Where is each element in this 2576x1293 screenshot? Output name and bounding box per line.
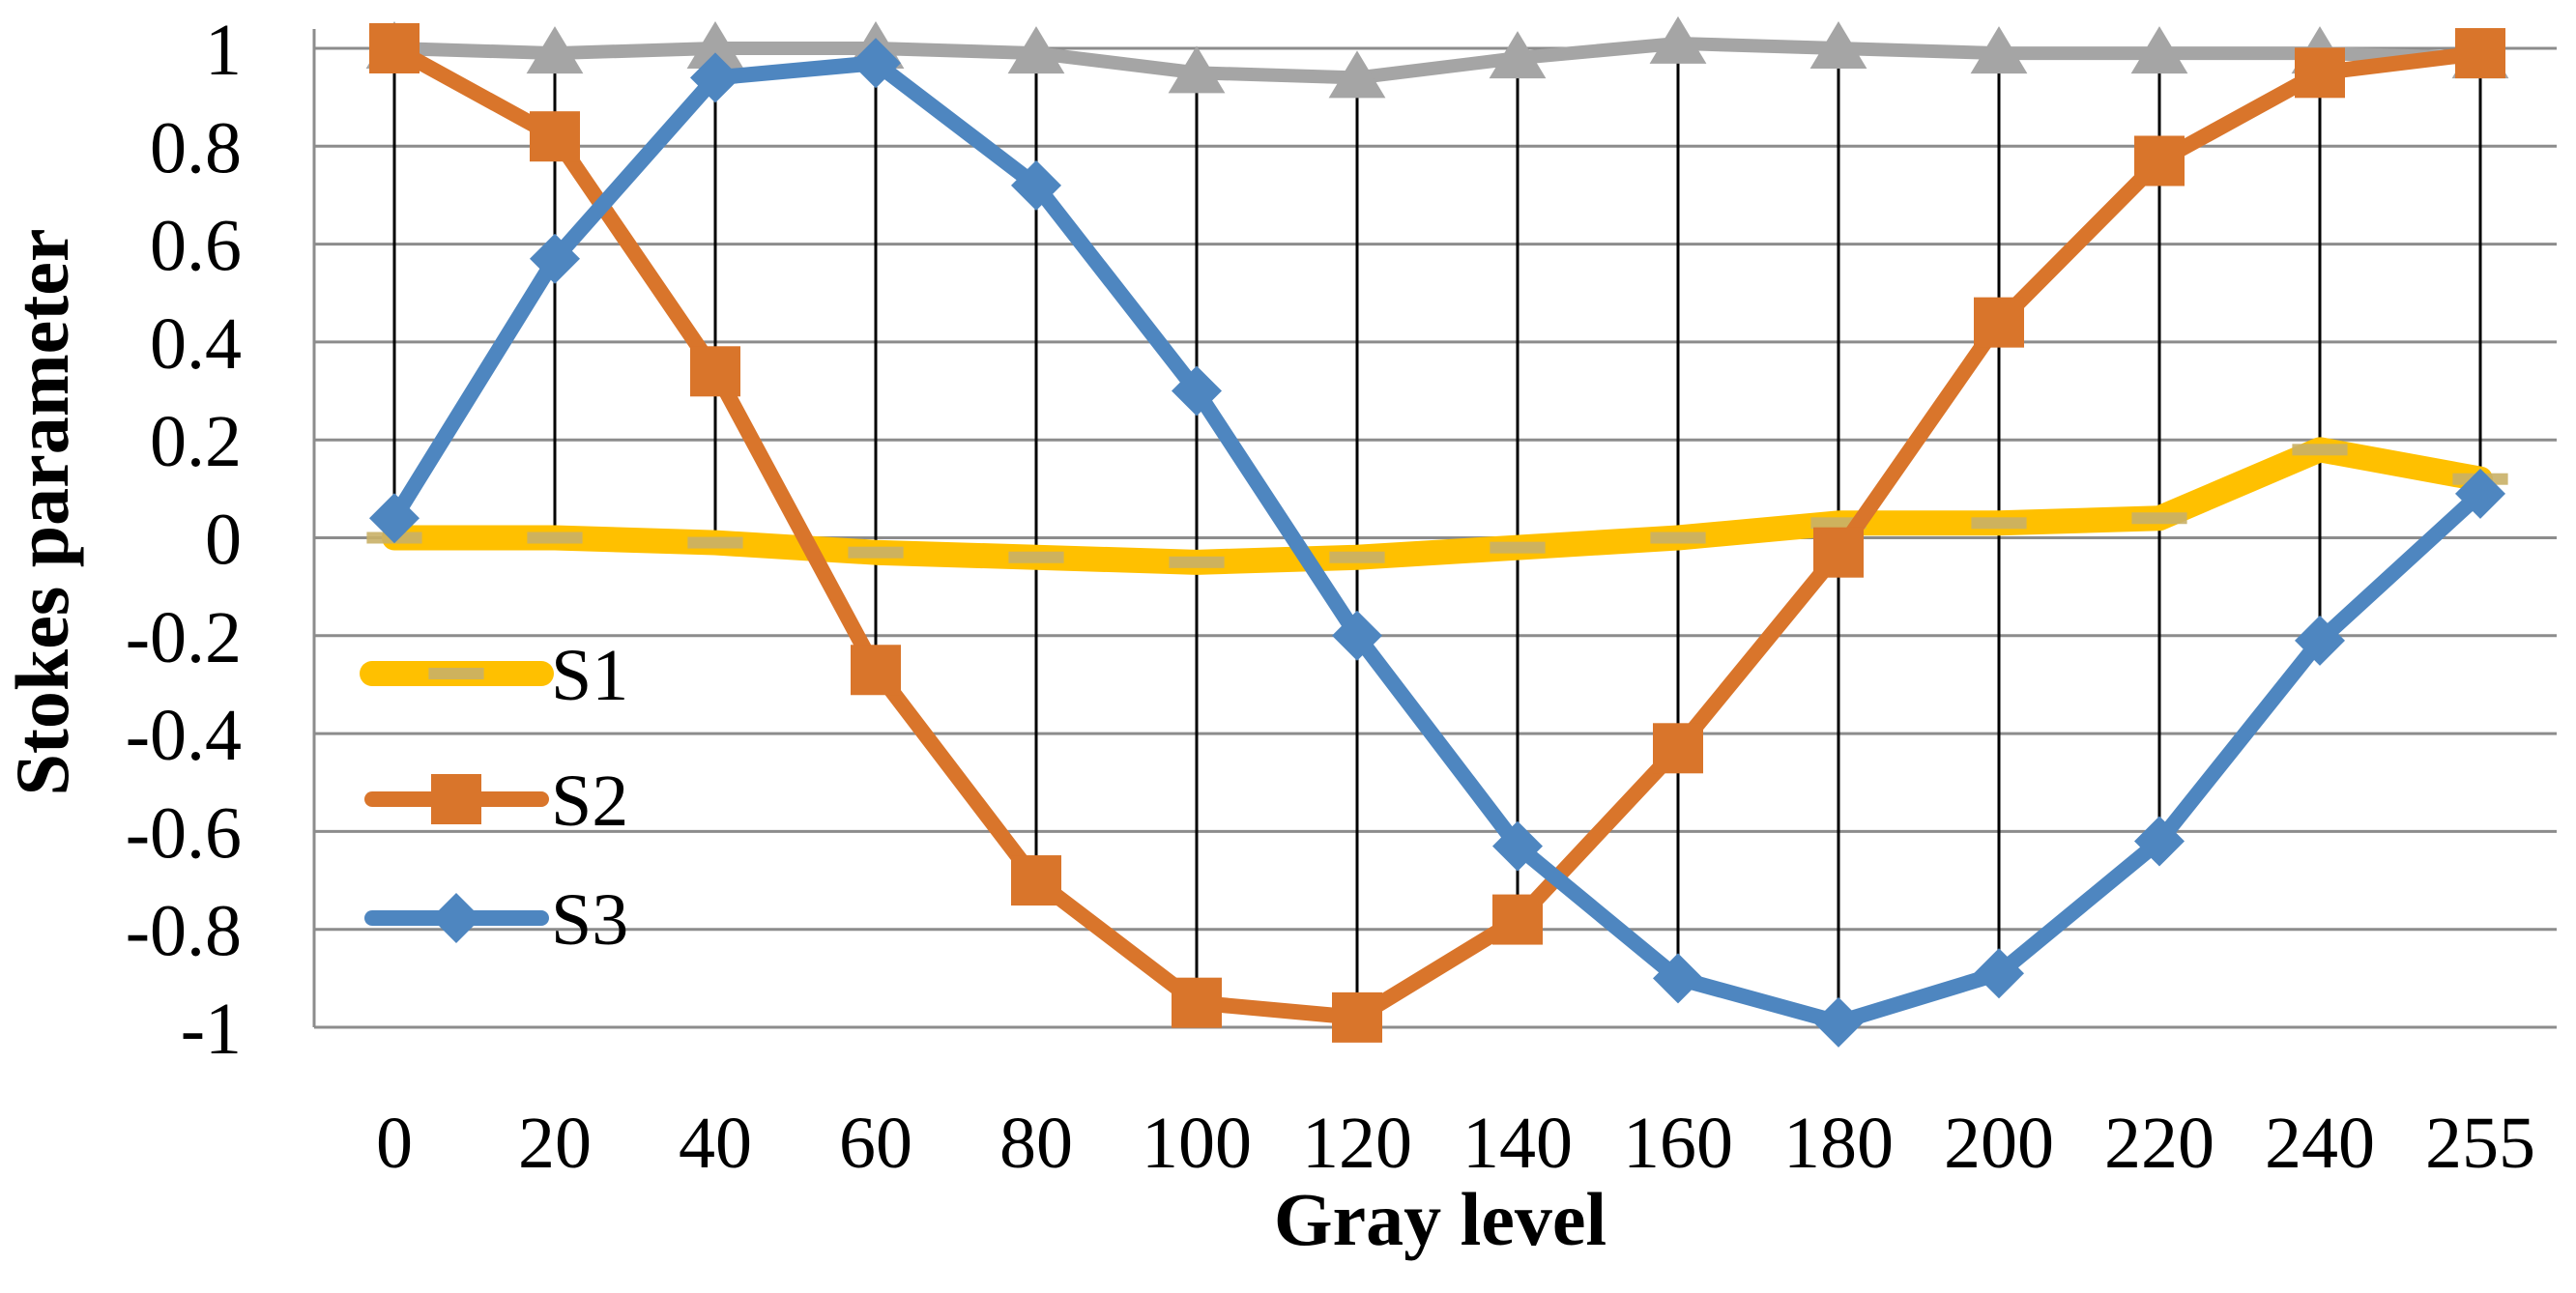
series-s2 [369, 23, 2505, 1043]
data-point-dash [2292, 444, 2348, 456]
data-point-square [2455, 28, 2505, 79]
x-tick-label: 20 [518, 1103, 592, 1184]
x-tick-label: 140 [1462, 1103, 1573, 1184]
legend-item-s2: S2 [364, 761, 628, 842]
data-point-square [851, 645, 901, 696]
data-point-square [1974, 297, 2024, 348]
data-point-square [530, 111, 580, 162]
series-line-s2 [387, 41, 2488, 1025]
data-point-dash [527, 532, 583, 544]
data-point-diamond [2455, 468, 2505, 519]
data-point-diamond [369, 493, 420, 544]
data-point-triangle [1168, 45, 1226, 94]
series-s3 [369, 38, 2505, 1048]
series-s1 [366, 437, 2508, 575]
data-point-dash [1329, 551, 1385, 563]
x-tick-label: 200 [1944, 1103, 2054, 1184]
data-point-diamond [690, 52, 740, 103]
data-point-triangle [686, 21, 744, 69]
data-point-dash [1971, 517, 2027, 530]
data-point-square [1011, 855, 1061, 906]
data-point-square [690, 346, 740, 397]
y-axis-title: Stokes parameter [0, 228, 84, 795]
data-point-diamond [2134, 816, 2185, 867]
drop-lines [392, 43, 2482, 1022]
data-point-dash [687, 536, 743, 549]
data-point-dash [1169, 556, 1225, 568]
data-point-square [1332, 991, 1382, 1043]
legend-item-s3: S3 [364, 879, 628, 961]
x-tick-label: 80 [999, 1103, 1073, 1184]
x-tick-label: 120 [1302, 1103, 1412, 1184]
data-point-diamond [1813, 996, 1864, 1048]
data-point-triangle [1970, 26, 2028, 74]
data-point-diamond [2295, 615, 2345, 666]
data-point-dash [1008, 551, 1064, 563]
legend-label: S1 [551, 635, 628, 716]
data-point-diamond [1492, 820, 1543, 872]
legend-label: S2 [551, 761, 628, 842]
data-point-diamond [530, 233, 580, 284]
y-tick-label: -0.8 [126, 891, 242, 972]
data-point-square [431, 774, 481, 824]
y-tick-label: 0.6 [150, 206, 242, 287]
data-point-square [2295, 47, 2345, 99]
data-point-dash [848, 546, 904, 559]
x-tick-label: 0 [376, 1103, 413, 1184]
series-line-s0 [388, 36, 2487, 85]
data-point-diamond [1332, 610, 1382, 661]
data-point-diamond [851, 38, 901, 89]
x-axis-title: Gray level [1274, 1177, 1606, 1261]
tick-labels: 1 0.8 0.6 0.4 0.2 0 -0.2 -0.4 -0.6 -0.8 -1 0 20 40 60 8… [126, 10, 2535, 1184]
y-tick-label: 0.4 [150, 303, 242, 385]
data-point-square [1492, 894, 1543, 945]
data-point-dash [428, 668, 484, 679]
data-point-triangle [1328, 50, 1386, 99]
data-point-triangle [1649, 15, 1707, 64]
data-point-diamond [1172, 365, 1222, 417]
data-point-triangle [526, 26, 584, 74]
y-tick-label: 0.8 [150, 107, 242, 188]
data-point-square [1813, 527, 1864, 578]
series [365, 15, 2509, 1048]
y-tick-label: 1 [205, 10, 242, 91]
legend: S1 S2 S3 [360, 635, 628, 961]
data-point-triangle [1809, 21, 1867, 69]
x-tick-label: 160 [1623, 1103, 1733, 1184]
data-point-square [1172, 977, 1222, 1028]
legend-label: S3 [551, 879, 628, 961]
x-tick-label: 60 [839, 1103, 912, 1184]
x-tick-label: 255 [2425, 1103, 2535, 1184]
data-point-square [1653, 723, 1703, 774]
data-point-triangle [1007, 26, 1065, 74]
x-tick-label: 220 [2104, 1103, 2214, 1184]
y-tick-label: -0.6 [126, 792, 242, 874]
data-point-dash [1490, 541, 1546, 554]
x-tick-label: 240 [2265, 1103, 2375, 1184]
data-point-square [2134, 135, 2185, 187]
series-line-s3 [387, 55, 2488, 1030]
data-point-dash [1650, 532, 1706, 544]
y-tick-label: 0 [205, 500, 242, 581]
x-tick-label: 40 [679, 1103, 752, 1184]
data-point-diamond [431, 893, 481, 943]
x-tick-label: 100 [1142, 1103, 1252, 1184]
legend-item-s1: S1 [360, 635, 628, 716]
data-point-diamond [1011, 159, 1061, 211]
data-point-triangle [2130, 26, 2188, 74]
y-tick-label: 0.2 [150, 401, 242, 482]
x-tick-label: 180 [1783, 1103, 1894, 1184]
y-tick-label: -1 [181, 989, 242, 1070]
y-tick-label: -0.4 [126, 695, 242, 776]
series-s0 [365, 15, 2509, 99]
data-point-diamond [1653, 953, 1703, 1004]
y-tick-label: -0.2 [126, 597, 242, 678]
data-point-diamond [1974, 948, 2024, 999]
data-point-square [369, 23, 420, 73]
data-point-triangle [1489, 31, 1547, 79]
data-point-dash [2131, 512, 2187, 525]
